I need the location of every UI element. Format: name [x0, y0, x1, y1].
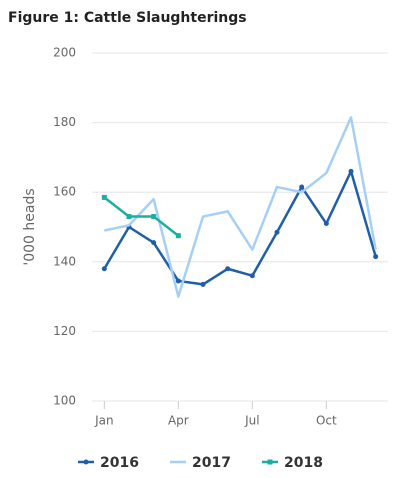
- point: [101, 266, 107, 272]
- point: [249, 273, 255, 279]
- legend-marker: [267, 459, 273, 465]
- x-tick-label: Apr: [168, 414, 189, 428]
- point: [225, 266, 231, 272]
- chart-title: Figure 1: Cattle Slaughterings: [8, 10, 247, 26]
- point: [323, 221, 329, 227]
- legend-label: 2018: [284, 455, 323, 471]
- x-tick-label: Jul: [244, 414, 259, 428]
- point: [200, 281, 206, 287]
- point: [274, 229, 280, 235]
- series-line: [103, 196, 180, 237]
- point: [348, 168, 354, 174]
- y-tick-label: 120: [53, 324, 76, 338]
- point: [126, 214, 132, 220]
- point: [101, 194, 107, 200]
- x-tick-label: Oct: [316, 414, 337, 428]
- y-tick-label: 200: [53, 46, 76, 60]
- point: [151, 214, 157, 220]
- point: [175, 278, 181, 284]
- point: [299, 184, 305, 190]
- y-axis-label: '000 heads: [22, 188, 38, 265]
- legend-label: 2017: [192, 455, 231, 471]
- point: [373, 254, 379, 260]
- series-line: [103, 170, 377, 286]
- y-tick-label: 140: [53, 254, 76, 268]
- x-tick-label: Jan: [94, 414, 114, 428]
- legend-label: 2016: [100, 455, 139, 471]
- y-tick-label: 160: [53, 185, 76, 199]
- legend-marker: [83, 459, 89, 465]
- y-tick-label: 180: [53, 115, 76, 129]
- point: [175, 233, 181, 239]
- series-line: [104, 116, 377, 298]
- y-tick-label: 100: [53, 394, 76, 408]
- point: [151, 240, 157, 246]
